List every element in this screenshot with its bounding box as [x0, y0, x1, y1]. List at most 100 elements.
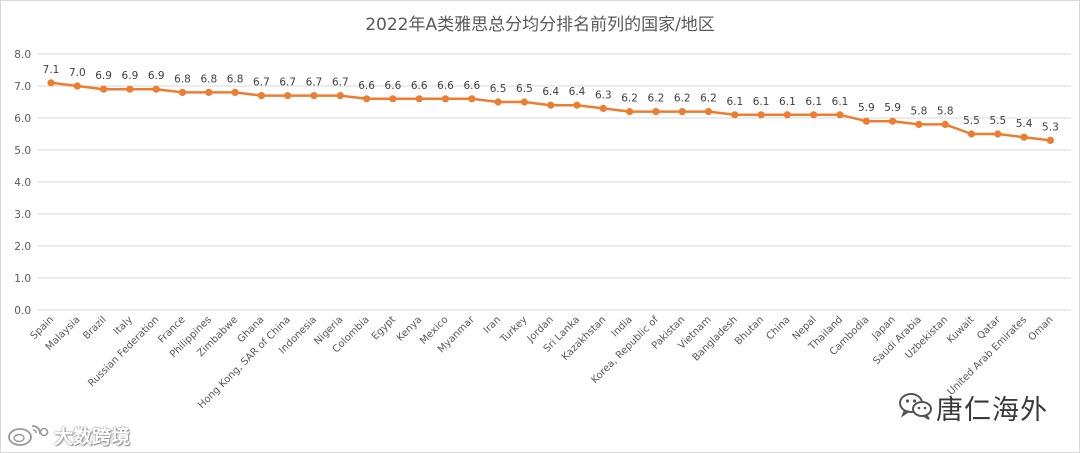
y-tick-label: 2.0 — [14, 241, 31, 253]
data-point — [862, 117, 870, 125]
data-point — [652, 108, 660, 116]
data-point — [152, 85, 160, 93]
data-label: 7.1 — [43, 64, 60, 76]
data-label: 6.3 — [595, 89, 612, 101]
data-label: 6.2 — [648, 93, 665, 105]
data-point — [178, 88, 187, 96]
data-label: 6.9 — [95, 70, 112, 82]
wechat-watermark: 唐仁海外 — [898, 385, 1073, 426]
y-tick-label: 7.0 — [14, 81, 31, 93]
data-label: 6.9 — [122, 70, 139, 82]
weibo-watermark: 大数跨境 — [6, 420, 156, 448]
x-tick-label: China — [765, 314, 793, 342]
data-point — [520, 98, 529, 106]
data-point — [1020, 133, 1028, 141]
data-label: 6.6 — [358, 80, 375, 92]
data-label: 6.7 — [306, 77, 323, 89]
data-label: 6.8 — [227, 73, 244, 85]
data-label: 5.8 — [937, 105, 954, 117]
data-label: 6.1 — [753, 96, 770, 108]
data-label: 6.4 — [569, 86, 586, 98]
data-label: 6.6 — [411, 80, 428, 92]
data-point — [100, 85, 108, 93]
data-point — [757, 111, 765, 119]
data-point — [363, 95, 371, 103]
x-tick-label: Oman — [1026, 314, 1055, 343]
wechat-watermark-text: 唐仁海外 — [936, 395, 1048, 426]
data-label: 5.5 — [963, 115, 980, 127]
data-label: 6.1 — [779, 96, 796, 108]
data-label: 6.8 — [174, 73, 191, 85]
y-tick-label: 1.0 — [14, 273, 31, 285]
chart-title: 2022年A类雅思总分均分排名前列的国家/地区 — [365, 15, 715, 35]
data-label: 6.5 — [490, 83, 507, 95]
data-point — [389, 95, 397, 103]
data-label: 6.6 — [385, 80, 402, 92]
data-point — [547, 101, 555, 109]
data-point — [731, 111, 739, 119]
y-tick-label: 4.0 — [14, 177, 31, 189]
data-label: 5.5 — [989, 115, 1006, 127]
y-tick-label: 5.0 — [14, 145, 31, 157]
weibo-watermark-text: 大数跨境 — [54, 426, 131, 448]
data-point — [47, 79, 55, 87]
data-label: 7.0 — [69, 67, 86, 79]
data-point — [336, 92, 344, 100]
data-point — [704, 108, 713, 116]
x-tick-label: Italy — [112, 314, 135, 337]
data-point — [310, 92, 318, 100]
data-label: 6.2 — [621, 93, 638, 105]
data-point — [468, 95, 476, 103]
data-label: 6.7 — [332, 77, 349, 89]
x-tick-label: Bhutan — [733, 314, 766, 347]
data-label: 5.9 — [858, 102, 875, 114]
data-point — [915, 120, 923, 128]
data-point — [441, 95, 450, 103]
gridlines — [38, 53, 1071, 311]
y-axis-ticks: 0.0 1.0 2.0 3.0 4.0 5.0 6.0 7.0 8.0 — [14, 49, 31, 317]
data-point — [678, 108, 686, 116]
data-label: 6.7 — [253, 77, 270, 89]
data-point — [573, 101, 581, 109]
data-label: 6.5 — [516, 83, 533, 95]
data-label: 6.2 — [700, 93, 717, 105]
data-label: 6.1 — [805, 96, 822, 108]
data-point — [284, 92, 292, 100]
data-label: 5.9 — [884, 102, 901, 114]
x-tick-label: Kuwait — [945, 314, 976, 345]
x-tick-label: Brazil — [81, 314, 109, 342]
data-label: 6.6 — [437, 80, 454, 92]
weibo-icon — [8, 425, 49, 446]
data-point — [941, 120, 949, 128]
data-point — [126, 85, 134, 93]
data-label: 6.9 — [148, 70, 165, 82]
y-tick-label: 8.0 — [14, 49, 31, 61]
data-point — [889, 117, 897, 125]
x-tick-label: Turkey — [498, 314, 530, 346]
data-label: 6.7 — [279, 77, 296, 89]
data-point — [994, 130, 1002, 138]
data-point — [783, 111, 792, 119]
data-label: 5.3 — [1042, 121, 1059, 133]
data-point — [73, 82, 81, 90]
data-points — [47, 79, 1054, 144]
data-label: 6.2 — [674, 93, 691, 105]
wechat-icon — [899, 393, 932, 420]
data-point — [836, 111, 844, 119]
data-point — [599, 104, 607, 112]
data-label: 5.4 — [1016, 118, 1033, 130]
data-label: 6.8 — [200, 73, 217, 85]
data-label: 6.1 — [832, 96, 849, 108]
data-labels: 7.1 7.0 6.9 6.9 6.9 6.8 6.8 6.8 6.7 6.7 6.7 6.7 6.6 6… — [43, 64, 1059, 134]
data-point — [231, 88, 239, 96]
y-tick-label: 6.0 — [14, 113, 31, 125]
data-point — [626, 108, 634, 116]
data-label: 6.4 — [542, 86, 559, 98]
data-label: 6.6 — [463, 80, 480, 92]
data-point — [1046, 136, 1054, 144]
x-tick-label: Egypt — [370, 314, 398, 342]
data-point — [494, 98, 502, 106]
data-point — [967, 130, 976, 138]
